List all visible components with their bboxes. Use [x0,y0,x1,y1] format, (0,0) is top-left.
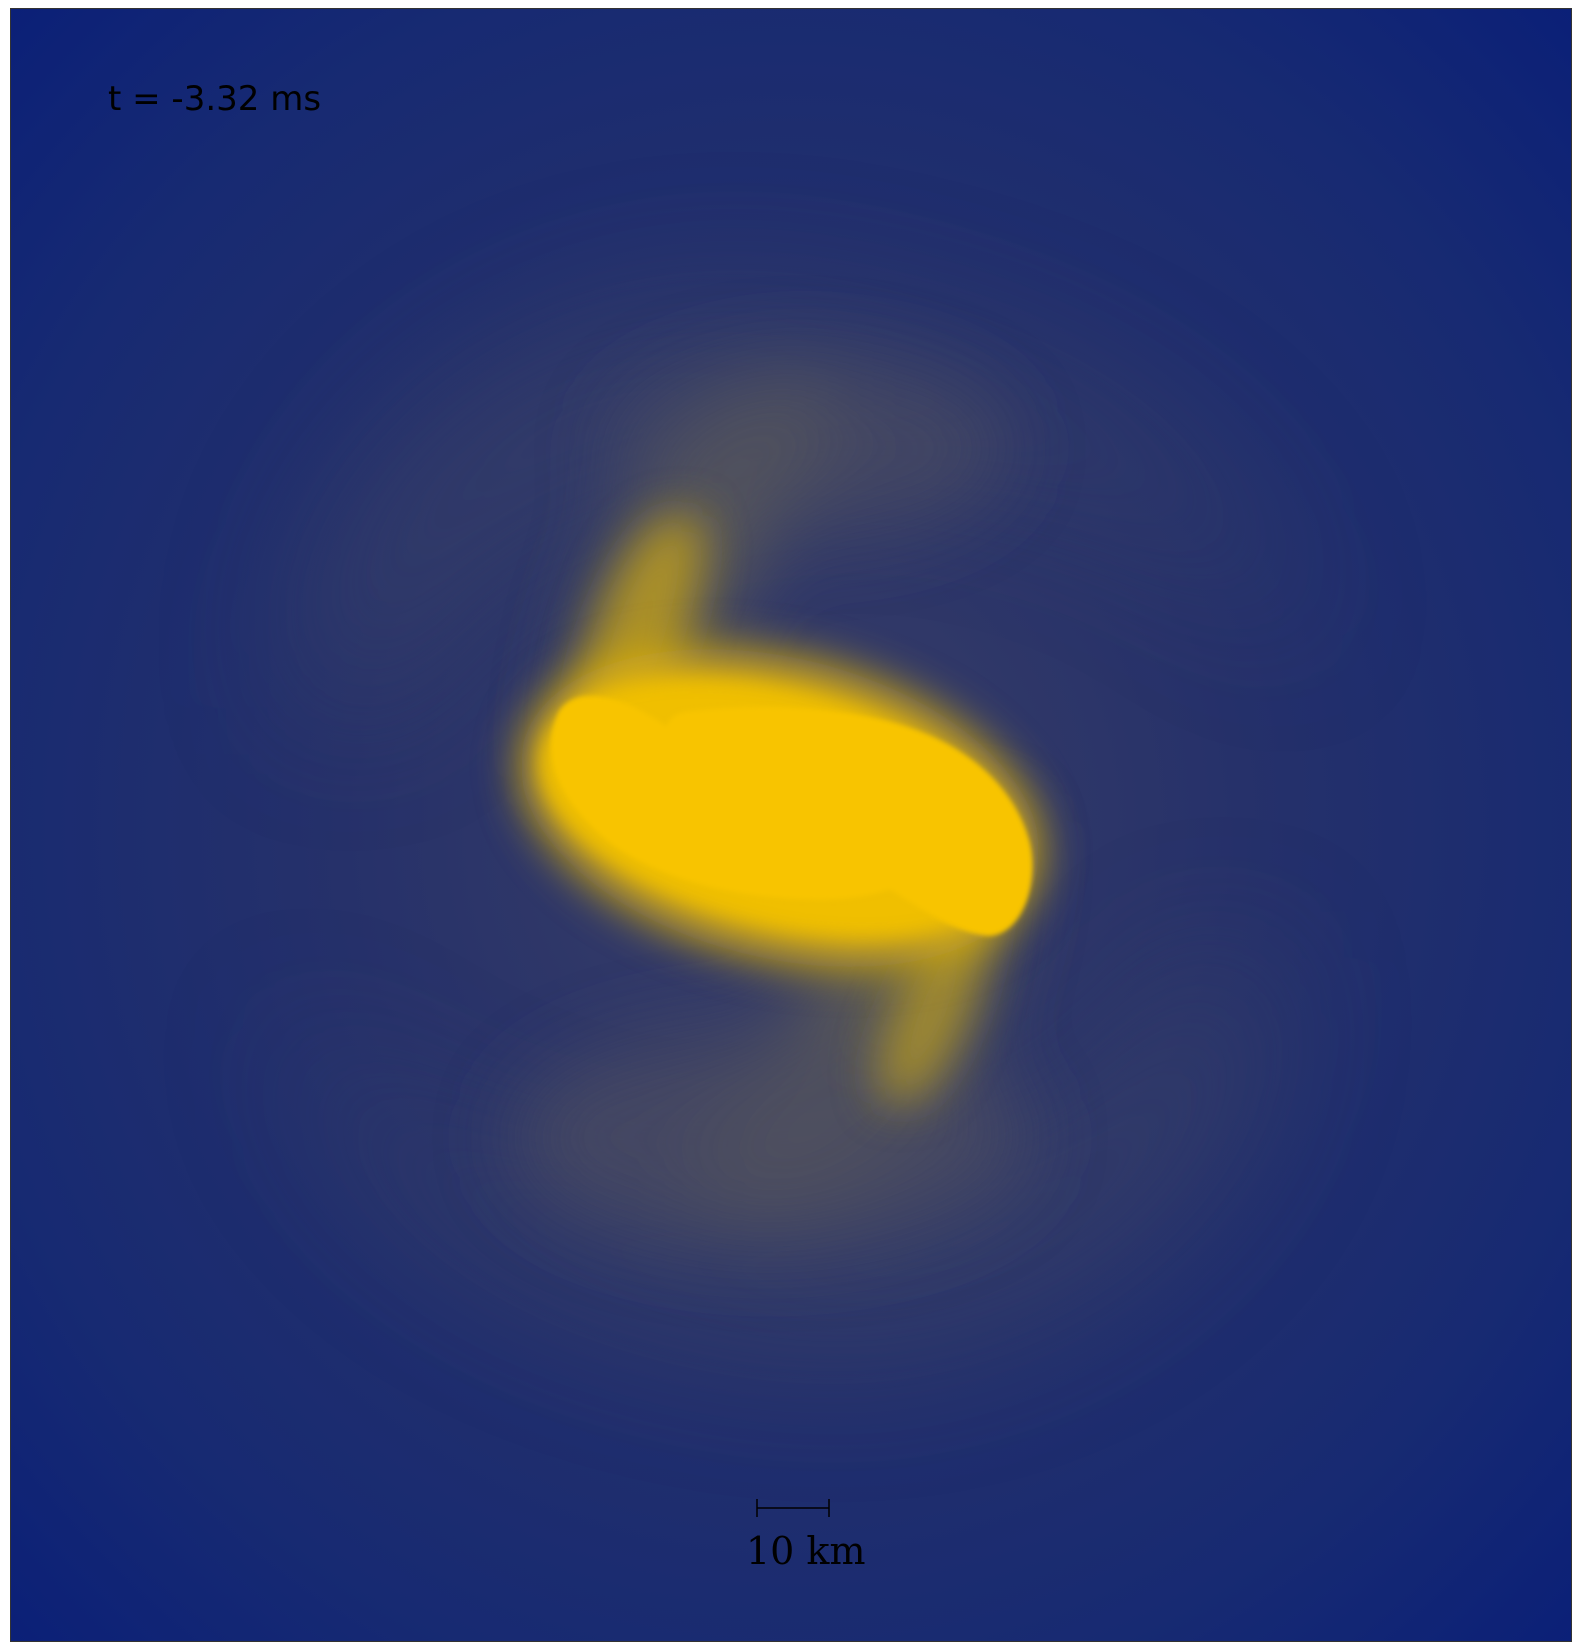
scale-bar-label: 10 km [746,1529,866,1573]
density-render [11,9,1571,1641]
scale-bar: 10 km [746,1497,866,1575]
scale-bar-line [756,1499,830,1517]
time-label: t = -3.32 ms [108,79,322,119]
simulation-frame: t = -3.32 ms 10 km [10,8,1572,1642]
